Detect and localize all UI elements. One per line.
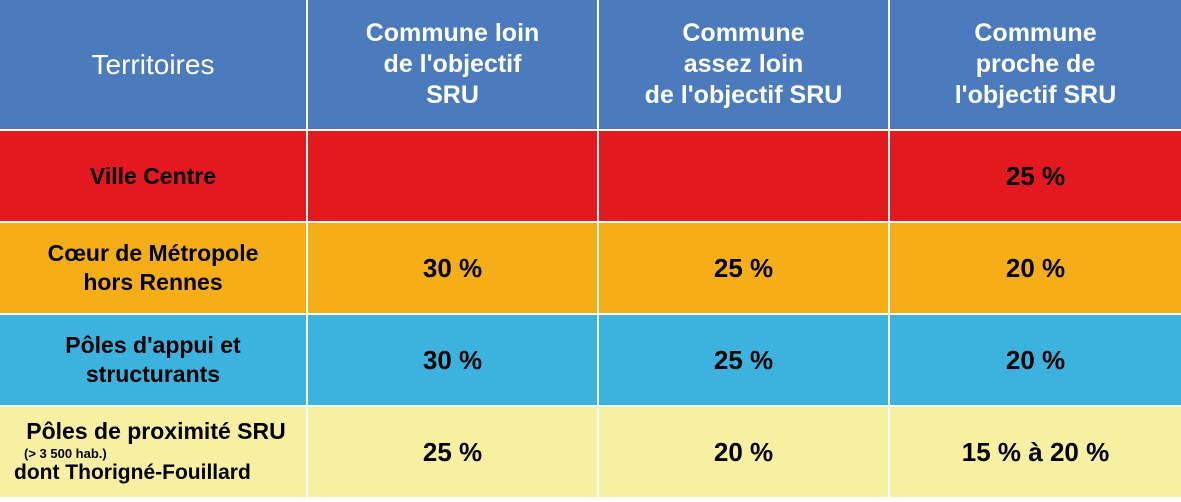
label-text: Pôles d'appui et — [65, 331, 240, 360]
header-text: SRU — [426, 80, 479, 111]
header-territoires: Territoires — [0, 0, 308, 131]
table-row: Cœur de Métropole hors Rennes 30 % 25 % … — [0, 223, 1181, 315]
row-label: Pôles d'appui et structurants — [0, 315, 308, 407]
label-bold: dont Thorigné-Fouillard — [14, 460, 251, 486]
value-cell: 25 % — [599, 223, 890, 315]
sru-table: Territoires Commune loin de l'objectif S… — [0, 0, 1181, 502]
header-text: proche de — [976, 49, 1095, 80]
row-label: Cœur de Métropole hors Rennes — [0, 223, 308, 315]
header-col1: Commune loin de l'objectif SRU — [308, 0, 599, 131]
value-cell: 25 % — [308, 407, 599, 499]
value-cell: 30 % — [308, 315, 599, 407]
value-cell: 15 % à 20 % — [890, 407, 1181, 499]
header-text: assez loin — [684, 49, 804, 80]
header-text: l'objectif SRU — [955, 80, 1117, 111]
row-label: Ville Centre — [0, 131, 308, 223]
label-text: Cœur de Métropole — [48, 239, 259, 268]
header-text: de l'objectif SRU — [645, 80, 843, 111]
value-cell: 30 % — [308, 223, 599, 315]
table-row: Ville Centre 25 % — [0, 131, 1181, 223]
header-row: Territoires Commune loin de l'objectif S… — [0, 0, 1181, 131]
value-cell — [599, 131, 890, 223]
header-text: Commune — [682, 18, 804, 49]
value-cell: 25 % — [599, 315, 890, 407]
label-text: hors Rennes — [83, 268, 222, 297]
label-text: structurants — [86, 360, 220, 389]
header-text: Territoires — [92, 47, 215, 82]
header-col2: Commune assez loin de l'objectif SRU — [599, 0, 890, 131]
value-cell: 20 % — [890, 315, 1181, 407]
header-col3: Commune proche de l'objectif SRU — [890, 0, 1181, 131]
label-text: Ville Centre — [90, 162, 216, 191]
label-text: Pôles de proximité SRU — [26, 417, 285, 446]
row-label: Pôles de proximité SRU (> 3 500 hab.) do… — [0, 407, 308, 499]
value-cell: 25 % — [890, 131, 1181, 223]
header-text: Commune loin — [366, 18, 540, 49]
value-cell: 20 % — [890, 223, 1181, 315]
table-row: Pôles d'appui et structurants 30 % 25 % … — [0, 315, 1181, 407]
table-row: Pôles de proximité SRU (> 3 500 hab.) do… — [0, 407, 1181, 499]
header-text: Commune — [974, 18, 1096, 49]
header-text: de l'objectif — [384, 49, 522, 80]
value-cell: 20 % — [599, 407, 890, 499]
value-cell — [308, 131, 599, 223]
